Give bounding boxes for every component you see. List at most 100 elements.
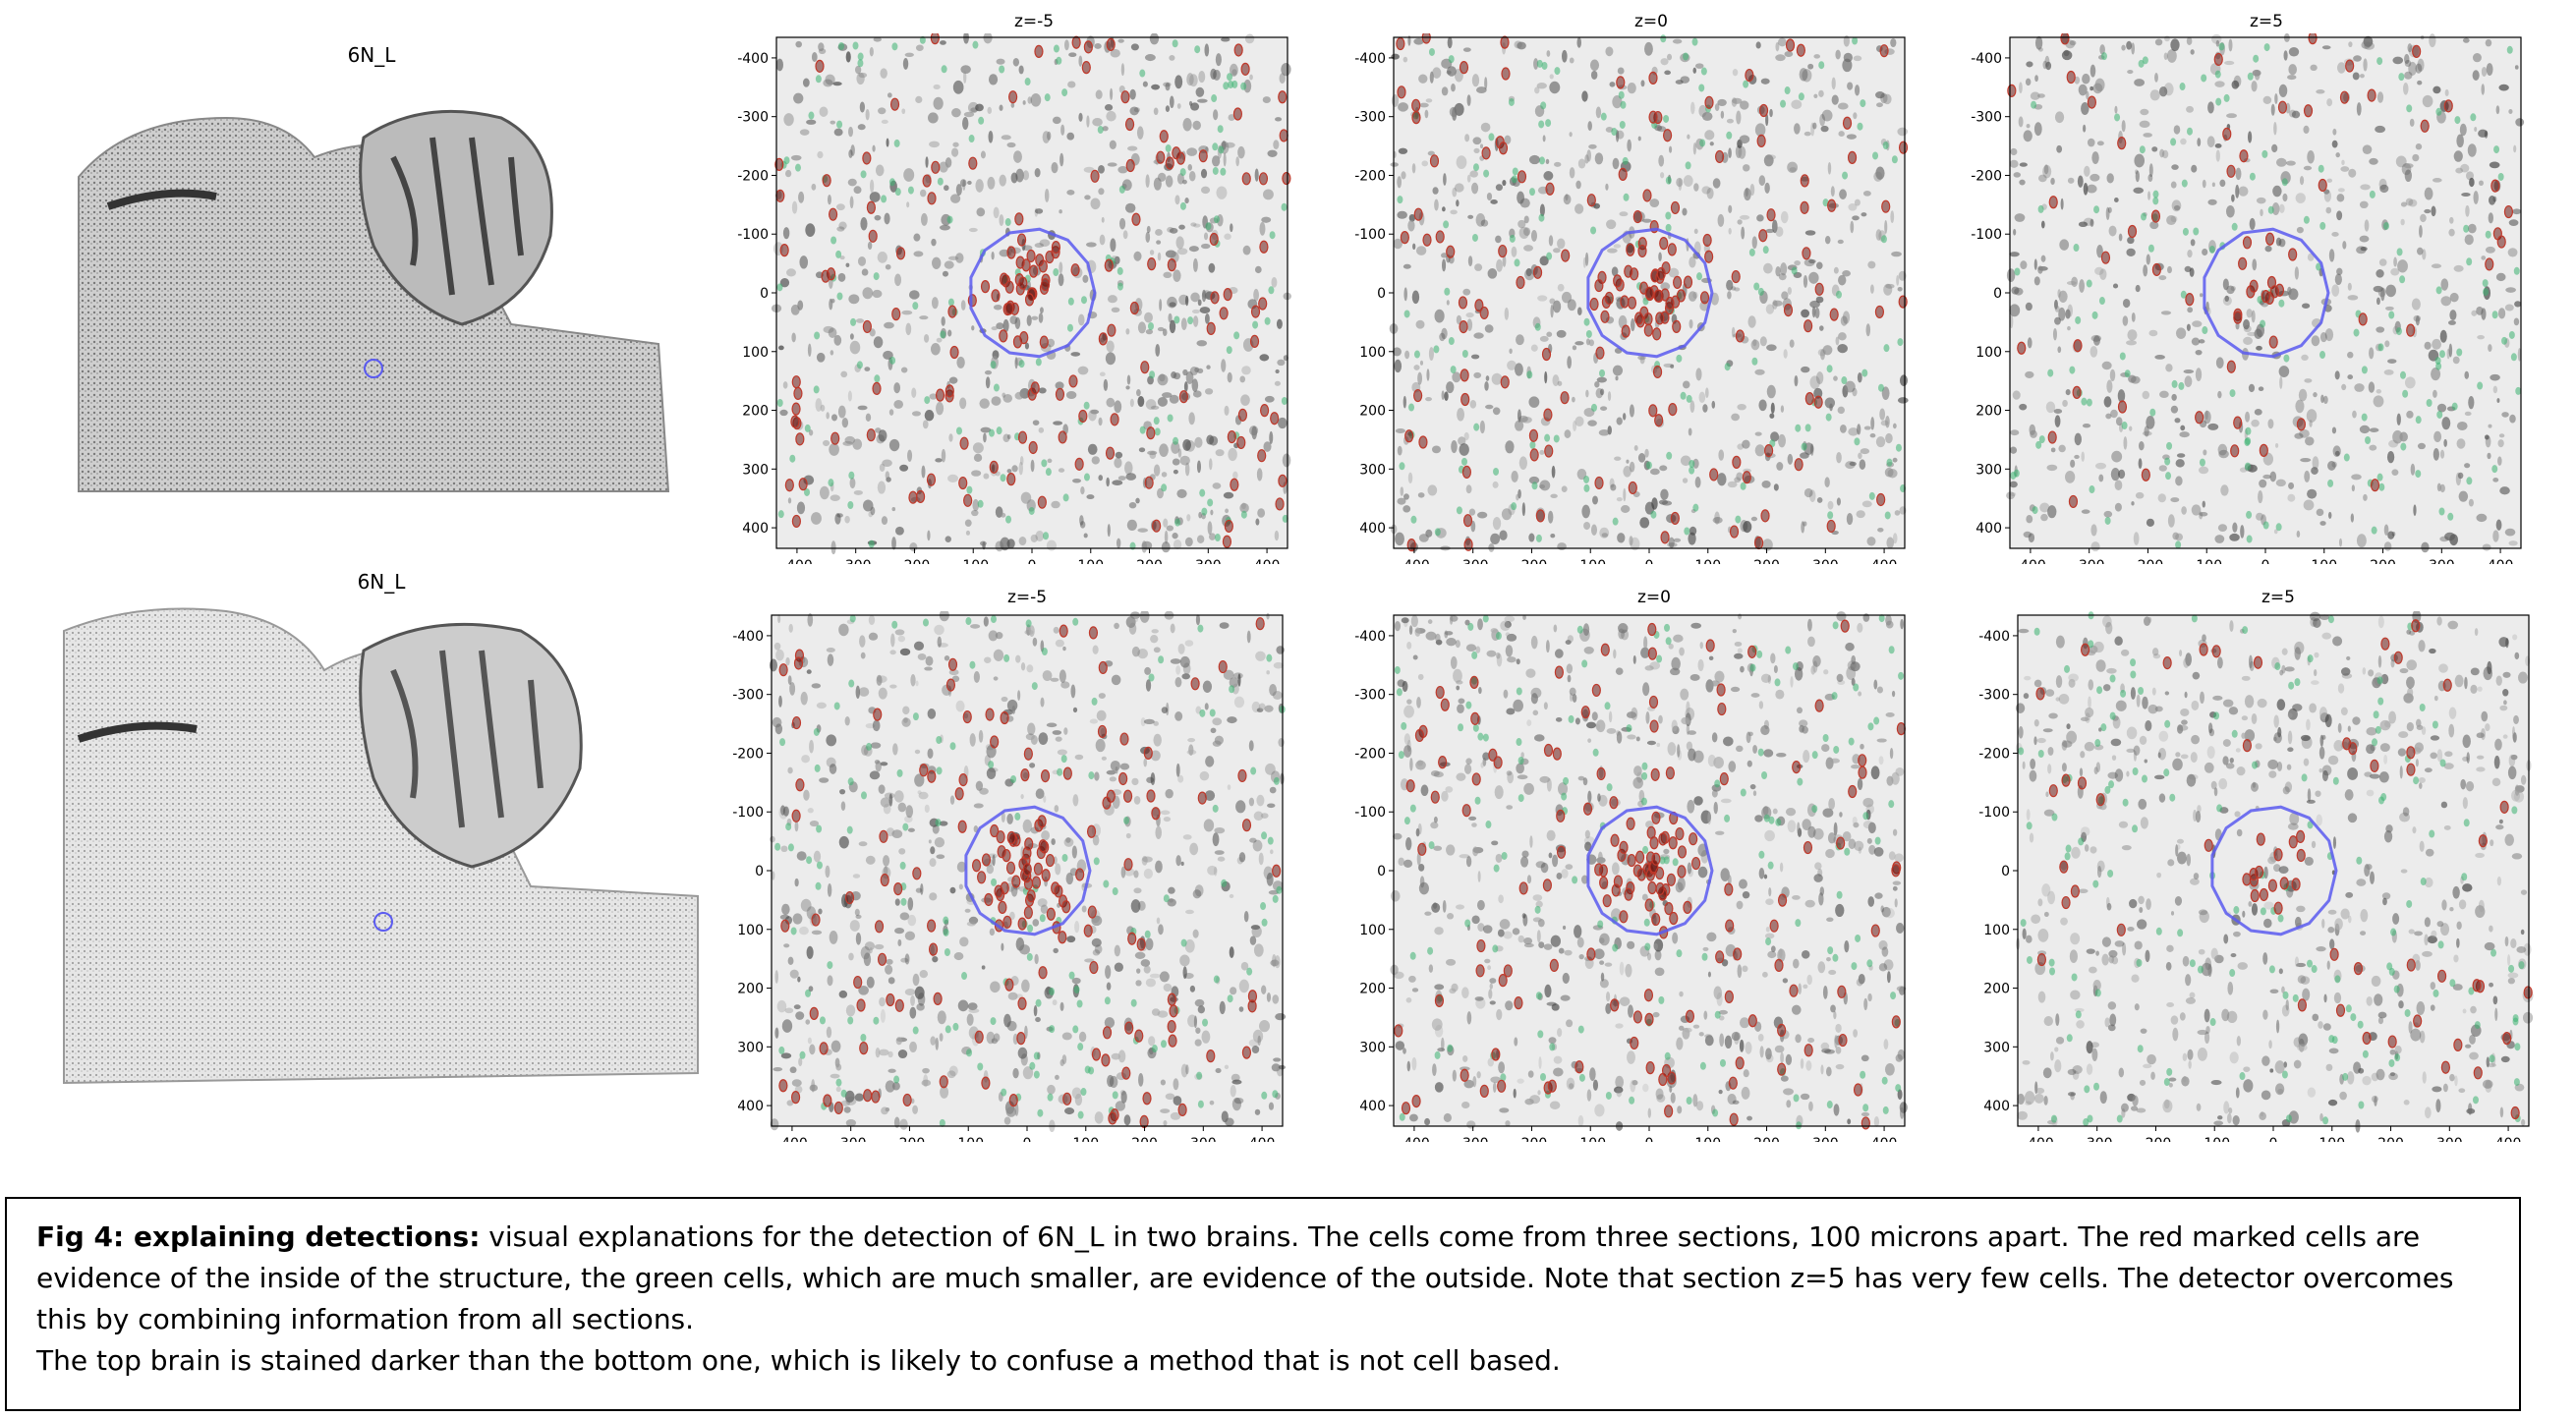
y-tick-label: 300 <box>737 1040 764 1055</box>
y-tick-label: -300 <box>737 110 769 126</box>
x-tick-label: -400 <box>1399 558 1430 564</box>
tissue-texture <box>2015 611 2534 1133</box>
x-tick-label: -100 <box>2191 558 2222 564</box>
x-tick-label: -300 <box>1458 1136 1489 1142</box>
detection-plot-r2-z-5: -400 -300 -200 -100 0 100 200 300 400 -400 -300 -20… <box>732 611 1287 1142</box>
y-tick-label: 100 <box>1983 923 2010 938</box>
caption-label: Fig 4: explaining detections: <box>36 1220 481 1253</box>
y-tick-label: 200 <box>1983 982 2010 997</box>
inside-cells <box>778 617 1282 1128</box>
y-tick-label: -100 <box>732 805 764 821</box>
y-tick-label: 100 <box>1975 345 2002 361</box>
x-tick-label: -200 <box>1517 558 1548 564</box>
inside-cells <box>1396 33 1909 552</box>
x-tick-label: 400 <box>1249 1136 1276 1142</box>
outside-cells <box>774 614 1286 1127</box>
panel-title-r1-p1: z=-5 <box>1013 12 1055 31</box>
tissue-texture <box>1389 34 1909 552</box>
cerebellum-1 <box>359 109 553 326</box>
x-tick-label: 200 <box>1753 558 1780 564</box>
y-tick-label: -200 <box>737 168 769 184</box>
panel-title-r2-p3: z=5 <box>2261 588 2295 607</box>
x-tick-label: 400 <box>2488 558 2514 564</box>
x-tick-label: 300 <box>1195 558 1222 564</box>
inside-cells <box>774 33 1291 548</box>
y-tick-label: -100 <box>1978 805 2010 821</box>
x-tick-label: -100 <box>957 558 989 564</box>
x-tick-label: 300 <box>1812 558 1839 564</box>
structure-marker-2 <box>373 912 393 932</box>
x-tick-label: 100 <box>2318 1136 2345 1142</box>
structure-marker-1 <box>364 359 383 378</box>
x-tick-label: 0 <box>2261 558 2270 564</box>
y-tick-label: -200 <box>1354 746 1386 762</box>
y-tick-label: 400 <box>1359 521 1386 537</box>
y-tick-label: -400 <box>1971 51 2002 67</box>
y-tick-label: 100 <box>1359 923 1386 938</box>
x-tick-label: -200 <box>894 1136 926 1142</box>
y-tick-label: -100 <box>1354 805 1386 821</box>
brain-1-structure-label: 6N_L <box>347 43 396 67</box>
detection-plot-r1-z5: -400 -300 -200 -100 0 100 200 300 400 -400 -300 -20… <box>1971 33 2525 564</box>
y-tick-label: 0 <box>1377 286 1386 302</box>
y-tick-label: 400 <box>1975 521 2002 537</box>
x-tick-label: -400 <box>2023 1136 2054 1142</box>
brain-2-sagittal-section <box>63 607 699 1085</box>
y-tick-label: 200 <box>742 404 769 420</box>
tissue-texture <box>769 611 1287 1133</box>
x-tick-label: -300 <box>840 558 872 564</box>
structure-outline <box>969 227 1097 359</box>
x-tick-label: -400 <box>1399 1136 1430 1142</box>
x-tick-label: -100 <box>952 1136 984 1142</box>
y-tick-label: 100 <box>742 345 769 361</box>
x-tick-label: 0 <box>2269 1136 2278 1142</box>
x-tick-label: 300 <box>1190 1136 1217 1142</box>
y-tick-label: 300 <box>1975 462 2002 478</box>
x-tick-label: 0 <box>1645 558 1654 564</box>
y-tick-label: 100 <box>737 923 764 938</box>
y-tick-label: 400 <box>1359 1099 1386 1114</box>
x-tick-label: 100 <box>1072 1136 1099 1142</box>
y-tick-label: -400 <box>732 629 764 645</box>
panel-title-r2-p1: z=-5 <box>1006 588 1048 607</box>
x-tick-label: -300 <box>2074 558 2105 564</box>
x-tick-label: -200 <box>2141 1136 2172 1142</box>
x-tick-label: 100 <box>2311 558 2337 564</box>
x-tick-label: 0 <box>1645 1136 1654 1142</box>
brain-2-structure-label: 6N_L <box>357 570 406 594</box>
y-tick-label: 200 <box>1359 982 1386 997</box>
y-tick-label: -300 <box>732 688 764 704</box>
inside-cells <box>1394 619 1906 1130</box>
x-tick-label: 100 <box>1694 558 1721 564</box>
x-tick-label: -300 <box>2082 1136 2113 1142</box>
y-tick-label: 400 <box>1983 1099 2010 1114</box>
detection-plot-r2-z5: -400 -300 -200 -100 0 100 200 300 400 -400 -300 -20… <box>1978 611 2534 1142</box>
y-tick-label: 100 <box>1359 345 1386 361</box>
x-tick-label: -100 <box>1574 1136 1606 1142</box>
y-tick-label: -400 <box>1354 629 1386 645</box>
x-tick-label: -400 <box>776 1136 808 1142</box>
y-tick-label: -400 <box>737 51 769 67</box>
y-tick-label: 300 <box>1359 462 1386 478</box>
x-tick-label: -200 <box>899 558 931 564</box>
y-tick-label: 300 <box>1359 1040 1386 1055</box>
inside-cells <box>2035 619 2533 1120</box>
x-tick-label: 300 <box>2436 1136 2463 1142</box>
y-tick-label: 300 <box>742 462 769 478</box>
tissue-texture <box>1390 611 1908 1131</box>
x-tick-label: 200 <box>1131 1136 1158 1142</box>
x-tick-label: 200 <box>1136 558 1163 564</box>
figure-caption: Fig 4: explaining detections: visual exp… <box>5 1197 2521 1411</box>
cerebellum-2 <box>359 622 583 869</box>
y-tick-label: 200 <box>737 982 764 997</box>
x-tick-label: -200 <box>1517 1136 1548 1142</box>
y-tick-label: 0 <box>1377 864 1386 879</box>
y-tick-label: 400 <box>742 521 769 537</box>
y-tick-label: -400 <box>1354 51 1386 67</box>
y-tick-label: -300 <box>1354 688 1386 704</box>
y-tick-label: -300 <box>1978 688 2010 704</box>
detection-plot-r2-z0: -400 -300 -200 -100 0 100 200 300 400 -400 -300 -20… <box>1354 611 1908 1142</box>
structure-outline <box>964 805 1092 936</box>
outside-cells <box>776 35 1288 550</box>
y-tick-label: 200 <box>1975 404 2002 420</box>
